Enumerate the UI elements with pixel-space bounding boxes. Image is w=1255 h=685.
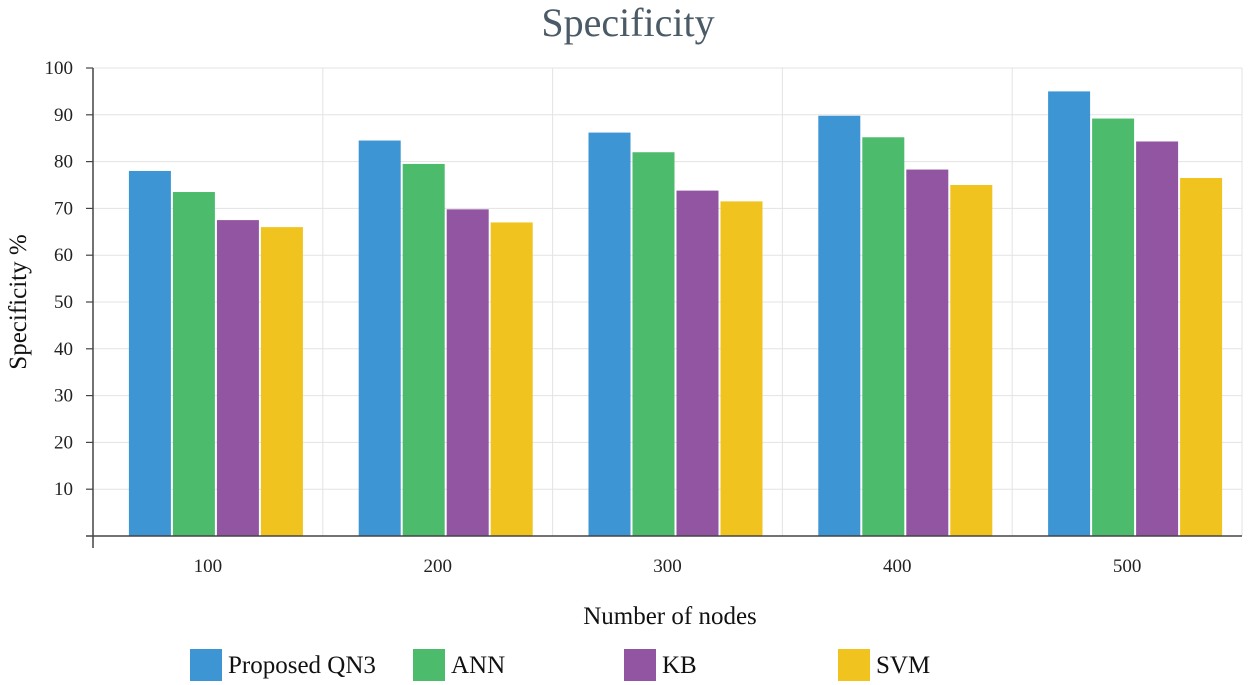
bar-svm-300: [720, 201, 763, 536]
bar-ann-200: [402, 163, 445, 536]
bar-svm-100: [260, 227, 303, 536]
bars: [128, 91, 1223, 537]
legend-label-ann: ANN: [451, 652, 505, 679]
bar-kb-100: [216, 220, 259, 536]
y-tick-label: 40: [54, 339, 73, 360]
bar-proposed-qn3-400: [818, 115, 861, 537]
bar-svm-400: [950, 185, 993, 536]
x-tick-label: 300: [653, 556, 682, 577]
x-tick-label: 500: [1113, 556, 1142, 577]
bar-ann-400: [862, 137, 905, 536]
legend-label-kb: KB: [662, 652, 697, 679]
legend-swatch-proposed-qn3: [190, 649, 222, 681]
y-tick-label: 20: [54, 432, 73, 453]
y-tick-label: 10: [54, 479, 73, 500]
bar-ann-300: [632, 152, 675, 537]
legend-swatch-ann: [413, 649, 445, 681]
legend-swatch-svm: [838, 649, 870, 681]
bar-svm-500: [1180, 177, 1223, 537]
bar-kb-300: [676, 190, 719, 536]
bar-kb-400: [906, 169, 949, 536]
bar-proposed-qn3-500: [1048, 91, 1091, 537]
x-tick-labels: 100 200 300 400 500: [194, 556, 1142, 577]
y-tick-label: 30: [54, 386, 73, 407]
legend-label-proposed-qn3: Proposed QN3: [228, 652, 376, 679]
bar-ann-500: [1092, 118, 1135, 536]
y-tick-labels: 10 20 30 40 50 60 70 80 90 100: [45, 58, 74, 500]
x-axis-label: Number of nodes: [583, 603, 757, 630]
bar-proposed-qn3-200: [358, 140, 401, 537]
chart-title: Specificity: [541, 0, 714, 45]
y-tick-label: 60: [54, 245, 73, 266]
legend-label-svm: SVM: [876, 652, 930, 679]
y-tick-label: 90: [54, 105, 73, 126]
bar-kb-200: [446, 209, 489, 536]
y-axis-label: Specificity %: [5, 234, 32, 369]
x-tick-label: 100: [194, 556, 223, 577]
legend-swatch-kb: [624, 649, 656, 681]
bar-proposed-qn3-100: [128, 170, 171, 536]
y-tick-label: 70: [54, 198, 73, 219]
bar-proposed-qn3-300: [588, 132, 631, 537]
y-tick-label: 100: [45, 58, 74, 79]
bar-svm-200: [490, 222, 533, 536]
y-tick-label: 80: [54, 152, 73, 173]
x-tick-label: 200: [423, 556, 452, 577]
x-tick-label: 400: [883, 556, 912, 577]
y-tick-label: 50: [54, 292, 73, 313]
axes: [86, 68, 1242, 548]
bar-kb-500: [1136, 141, 1179, 536]
bar-ann-100: [172, 192, 215, 536]
legend: Proposed QN3 ANN KB SVM: [190, 649, 930, 681]
